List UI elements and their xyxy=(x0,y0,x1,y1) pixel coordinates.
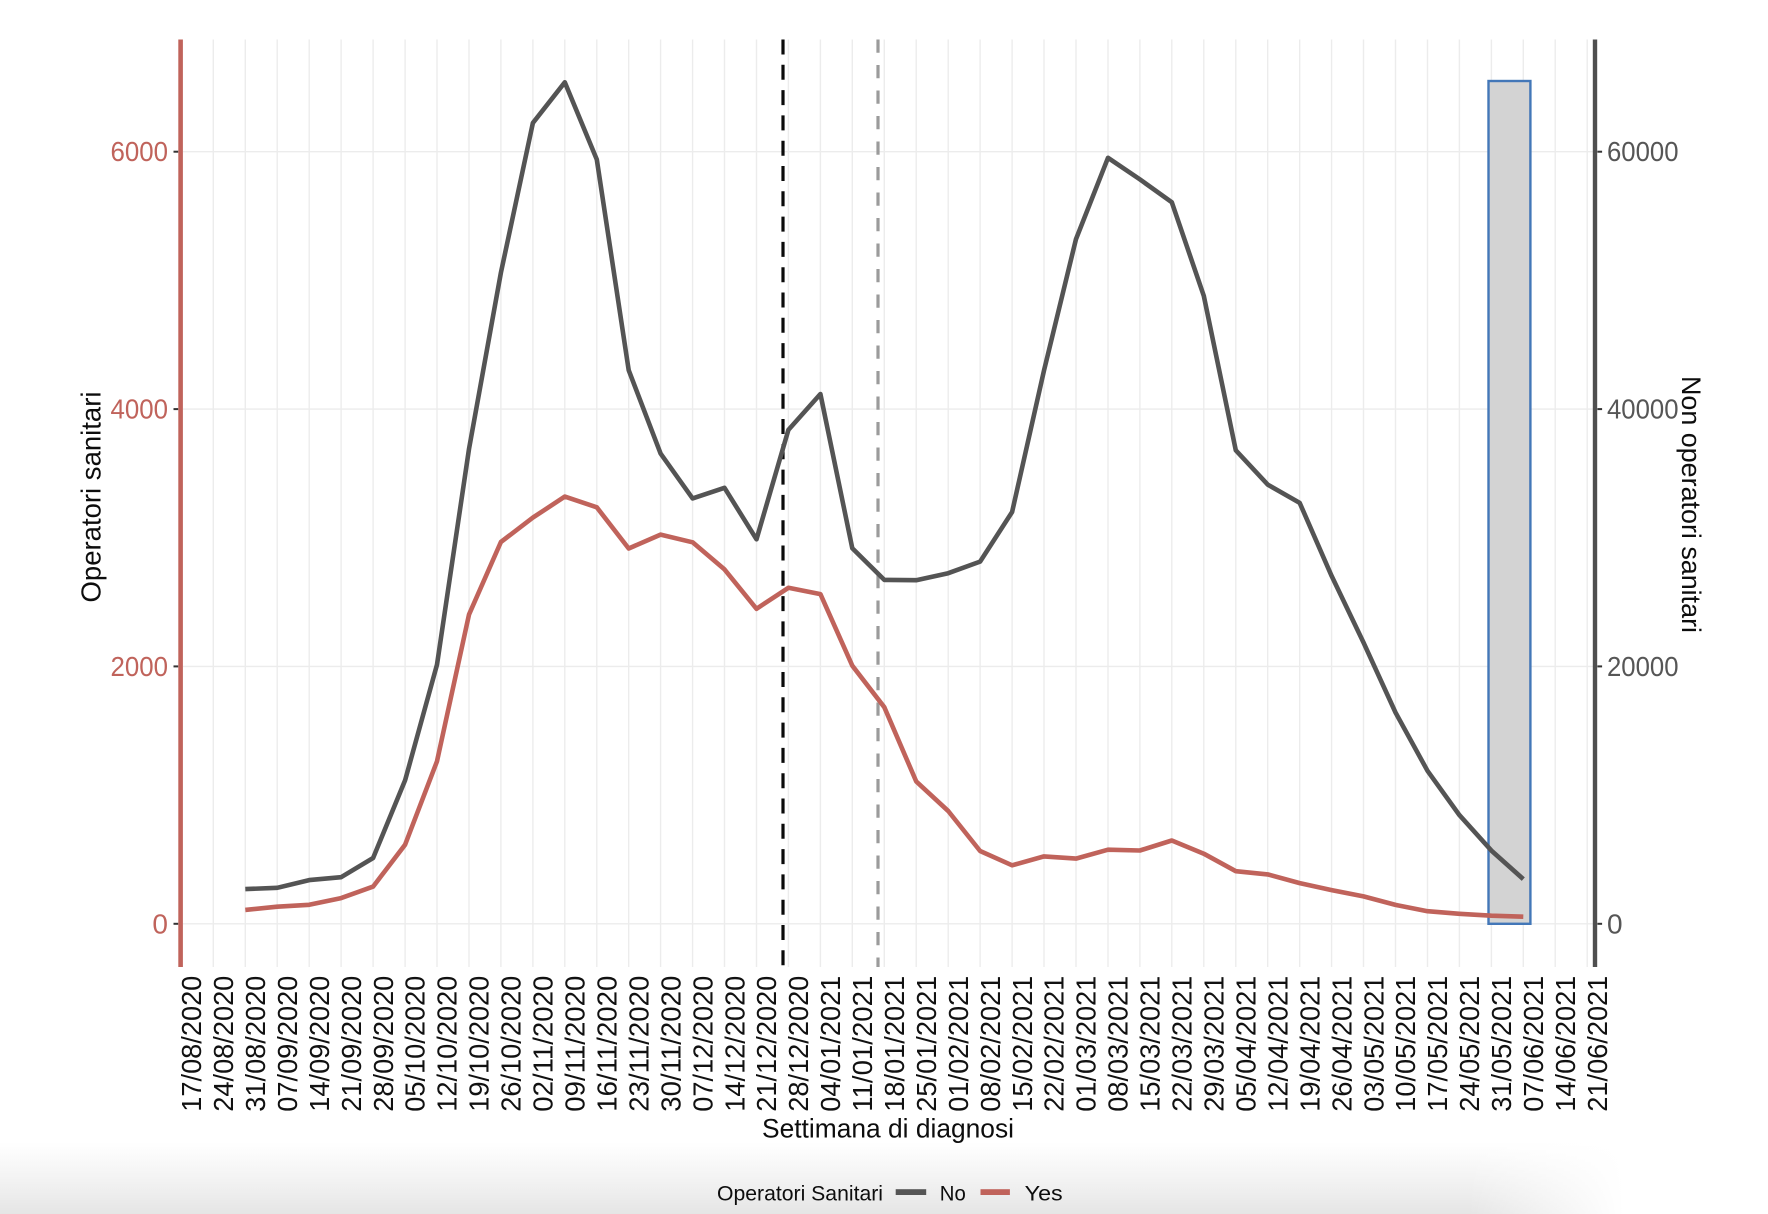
svg-text:Non operatori sanitari: Non operatori sanitari xyxy=(1676,376,1706,633)
svg-text:14/12/2020: 14/12/2020 xyxy=(719,976,750,1112)
svg-text:19/04/2021: 19/04/2021 xyxy=(1294,976,1325,1112)
svg-text:26/04/2021: 26/04/2021 xyxy=(1326,976,1357,1112)
svg-text:05/10/2020: 05/10/2020 xyxy=(400,976,431,1112)
svg-text:10/05/2021: 10/05/2021 xyxy=(1390,976,1421,1112)
svg-text:12/04/2021: 12/04/2021 xyxy=(1262,976,1293,1112)
svg-text:07/09/2020: 07/09/2020 xyxy=(272,976,303,1112)
svg-text:Operatori sanitari: Operatori sanitari xyxy=(76,392,107,603)
svg-text:16/11/2020: 16/11/2020 xyxy=(592,976,623,1112)
svg-text:40000: 40000 xyxy=(1607,394,1679,425)
svg-text:6000: 6000 xyxy=(111,136,169,167)
svg-text:17/08/2020: 17/08/2020 xyxy=(176,976,207,1112)
svg-text:07/12/2020: 07/12/2020 xyxy=(687,976,718,1112)
svg-text:28/09/2020: 28/09/2020 xyxy=(368,976,399,1112)
svg-text:14/06/2021: 14/06/2021 xyxy=(1550,976,1581,1112)
svg-text:21/12/2020: 21/12/2020 xyxy=(751,976,782,1112)
svg-text:17/05/2021: 17/05/2021 xyxy=(1422,976,1453,1112)
svg-text:05/04/2021: 05/04/2021 xyxy=(1231,976,1262,1112)
svg-text:18/01/2021: 18/01/2021 xyxy=(879,976,910,1112)
svg-text:01/02/2021: 01/02/2021 xyxy=(943,976,974,1112)
svg-text:07/06/2021: 07/06/2021 xyxy=(1518,976,1549,1112)
svg-text:09/11/2020: 09/11/2020 xyxy=(560,976,591,1112)
svg-text:31/05/2021: 31/05/2021 xyxy=(1486,976,1517,1112)
svg-text:15/02/2021: 15/02/2021 xyxy=(1007,976,1038,1112)
svg-text:30/11/2020: 30/11/2020 xyxy=(655,976,686,1112)
svg-text:60000: 60000 xyxy=(1607,136,1679,167)
svg-text:03/05/2021: 03/05/2021 xyxy=(1358,976,1389,1112)
svg-text:22/02/2021: 22/02/2021 xyxy=(1039,976,1070,1112)
svg-text:08/03/2021: 08/03/2021 xyxy=(1103,976,1134,1112)
svg-text:Operatori Sanitari: Operatori Sanitari xyxy=(717,1182,883,1206)
svg-text:28/12/2020: 28/12/2020 xyxy=(783,976,814,1112)
svg-text:21/09/2020: 21/09/2020 xyxy=(336,976,367,1112)
svg-text:11/01/2021: 11/01/2021 xyxy=(847,976,878,1112)
svg-text:25/01/2021: 25/01/2021 xyxy=(911,976,942,1112)
svg-text:20000: 20000 xyxy=(1607,651,1679,682)
svg-text:0: 0 xyxy=(1607,908,1623,939)
svg-text:Settimana di diagnosi: Settimana di diagnosi xyxy=(762,1114,1014,1144)
svg-text:08/02/2021: 08/02/2021 xyxy=(975,976,1006,1112)
svg-text:01/03/2021: 01/03/2021 xyxy=(1071,976,1102,1112)
svg-text:22/03/2021: 22/03/2021 xyxy=(1167,976,1198,1112)
svg-text:2000: 2000 xyxy=(111,651,169,682)
svg-text:Yes: Yes xyxy=(1025,1182,1063,1206)
svg-text:14/09/2020: 14/09/2020 xyxy=(304,976,335,1112)
svg-text:23/11/2020: 23/11/2020 xyxy=(623,976,654,1112)
svg-text:24/08/2020: 24/08/2020 xyxy=(208,976,239,1112)
svg-text:12/10/2020: 12/10/2020 xyxy=(432,976,463,1112)
svg-text:21/06/2021: 21/06/2021 xyxy=(1582,976,1613,1112)
svg-text:0: 0 xyxy=(152,908,168,939)
svg-text:19/10/2020: 19/10/2020 xyxy=(464,976,495,1112)
svg-text:31/08/2020: 31/08/2020 xyxy=(240,976,271,1112)
svg-text:04/01/2021: 04/01/2021 xyxy=(815,976,846,1112)
svg-text:29/03/2021: 29/03/2021 xyxy=(1199,976,1230,1112)
svg-text:No: No xyxy=(940,1182,966,1206)
svg-text:02/11/2020: 02/11/2020 xyxy=(528,976,559,1112)
svg-text:15/03/2021: 15/03/2021 xyxy=(1135,976,1166,1112)
svg-text:26/10/2020: 26/10/2020 xyxy=(496,976,527,1112)
svg-text:4000: 4000 xyxy=(111,394,169,425)
svg-text:24/05/2021: 24/05/2021 xyxy=(1454,976,1485,1112)
